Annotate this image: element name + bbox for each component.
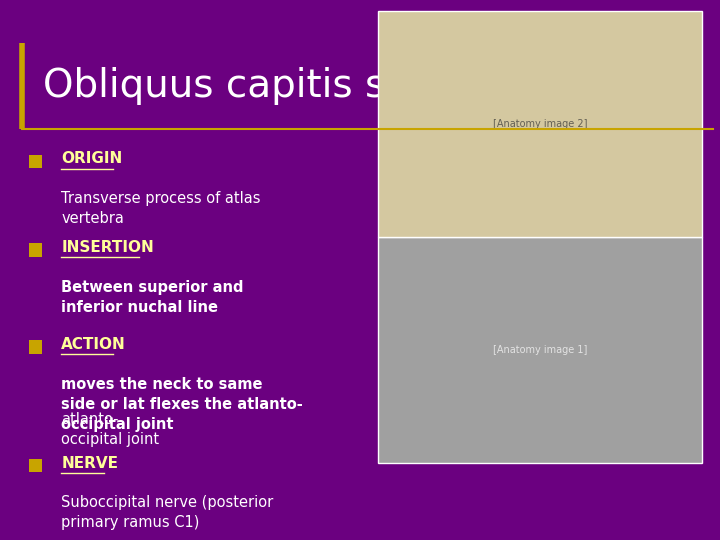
Text: moves the neck to same
side or lat flexes the atlanto-
occipital joint: moves the neck to same side or lat flexe… bbox=[61, 377, 303, 431]
Bar bbox=[29, 244, 42, 257]
FancyBboxPatch shape bbox=[378, 237, 702, 463]
Text: [Anatomy image 2]: [Anatomy image 2] bbox=[492, 119, 588, 129]
Text: INSERTION: INSERTION bbox=[61, 240, 154, 255]
Text: ORIGIN: ORIGIN bbox=[61, 151, 122, 166]
Bar bbox=[29, 340, 42, 354]
Bar bbox=[29, 459, 42, 472]
Text: [Anatomy image 1]: [Anatomy image 1] bbox=[492, 345, 588, 355]
Text: ACTION: ACTION bbox=[61, 337, 126, 352]
Bar bbox=[29, 154, 42, 168]
Text: Obliquus capitis superior: Obliquus capitis superior bbox=[43, 67, 525, 105]
Text: NERVE: NERVE bbox=[61, 456, 118, 470]
Text: atlanto-
occipital joint: atlanto- occipital joint bbox=[61, 412, 159, 447]
Text: Between superior and
inferior nuchal line: Between superior and inferior nuchal lin… bbox=[61, 280, 243, 315]
FancyBboxPatch shape bbox=[378, 11, 702, 237]
Text: Transverse process of atlas
vertebra: Transverse process of atlas vertebra bbox=[61, 191, 261, 226]
Text: Suboccipital nerve (posterior
primary ramus C1): Suboccipital nerve (posterior primary ra… bbox=[61, 495, 274, 530]
